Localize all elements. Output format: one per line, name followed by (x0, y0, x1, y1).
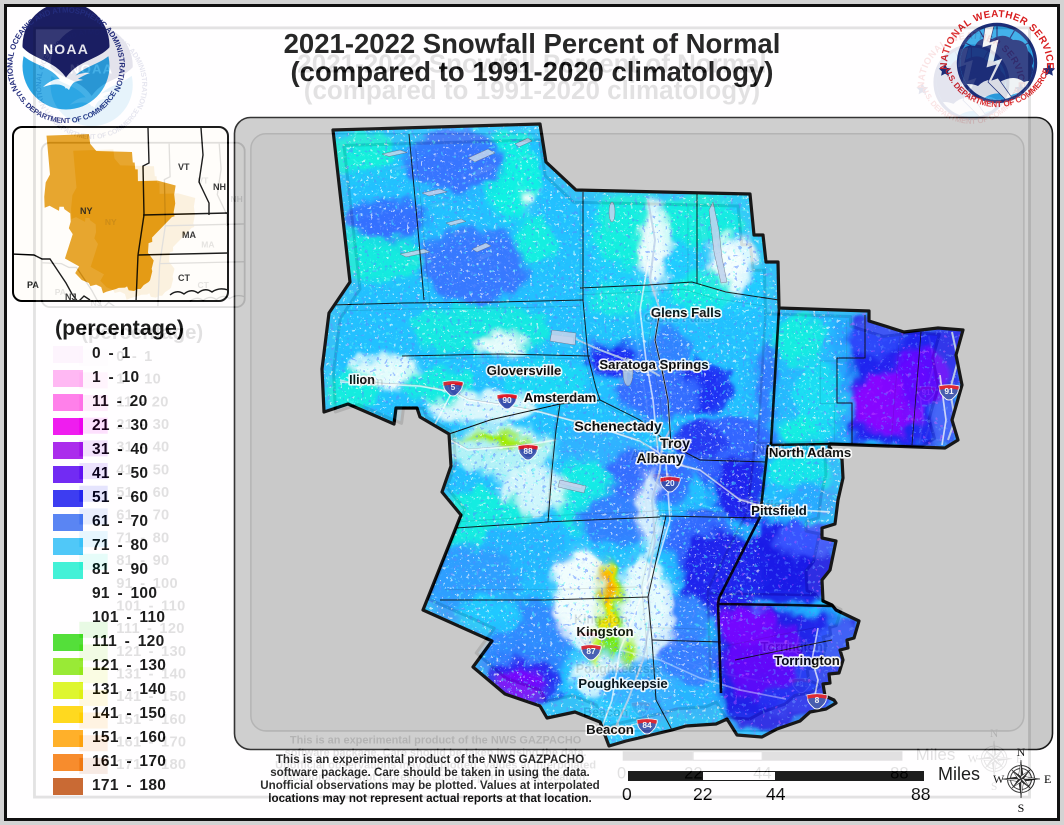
svg-text:NJ: NJ (91, 298, 102, 308)
svg-text:E: E (1016, 754, 1023, 766)
svg-text:Amsterdam: Amsterdam (524, 392, 593, 406)
svg-text:8: 8 (815, 695, 820, 705)
svg-text:88: 88 (524, 445, 533, 454)
svg-text:8: 8 (799, 680, 804, 689)
svg-text:E: E (1044, 772, 1051, 786)
svg-text:NOAA: NOAA (70, 62, 113, 77)
svg-text:5: 5 (455, 384, 460, 393)
svg-text:MA: MA (201, 240, 214, 250)
svg-text:NJ: NJ (65, 292, 77, 302)
svg-text:NOAA: NOAA (43, 41, 89, 57)
svg-text:PA: PA (55, 287, 66, 297)
svg-text:N: N (990, 728, 998, 740)
svg-text:VT: VT (178, 162, 190, 172)
svg-text:NH: NH (231, 194, 243, 204)
svg-text:Saratoga Springs: Saratoga Springs (596, 360, 699, 374)
svg-text:Beacon: Beacon (583, 705, 628, 719)
svg-text:Schenectady: Schenectady (572, 418, 655, 433)
svg-text:87: 87 (583, 634, 592, 643)
svg-text:Beacon: Beacon (586, 722, 634, 737)
svg-text:Kingston: Kingston (574, 613, 628, 627)
svg-text:Gloversville: Gloversville (489, 366, 560, 380)
svg-text:Torrington: Torrington (761, 640, 823, 654)
svg-text:CT: CT (197, 280, 209, 290)
svg-text:NH: NH (213, 182, 226, 192)
svg-text:NY: NY (105, 217, 117, 227)
svg-text:Albany: Albany (631, 448, 676, 463)
svg-text:Pittsfield: Pittsfield (739, 498, 792, 512)
svg-text:North Adams: North Adams (756, 444, 834, 458)
svg-text:84: 84 (642, 720, 652, 730)
svg-text:91: 91 (944, 386, 954, 396)
svg-text:84: 84 (636, 704, 645, 713)
svg-text:91: 91 (922, 388, 931, 397)
svg-text:CT: CT (178, 273, 190, 283)
svg-text:Glens Falls: Glens Falls (644, 311, 711, 325)
svg-text:S: S (991, 781, 997, 792)
svg-text:VT: VT (197, 175, 209, 185)
svg-text:20: 20 (658, 475, 667, 484)
svg-text:MA: MA (182, 230, 196, 240)
svg-text:NY: NY (80, 206, 93, 216)
svg-text:90: 90 (504, 397, 513, 406)
svg-text:W: W (993, 772, 1005, 786)
svg-text:S: S (1018, 801, 1025, 814)
svg-text:Ilion: Ilion (359, 375, 383, 389)
svg-text:Troy: Troy (653, 434, 682, 449)
svg-text:PA: PA (27, 280, 39, 290)
svg-text:Poughkeepsie: Poughkeepsie (576, 662, 661, 676)
svg-text:N: N (1017, 746, 1026, 759)
svg-text:W: W (968, 754, 979, 766)
